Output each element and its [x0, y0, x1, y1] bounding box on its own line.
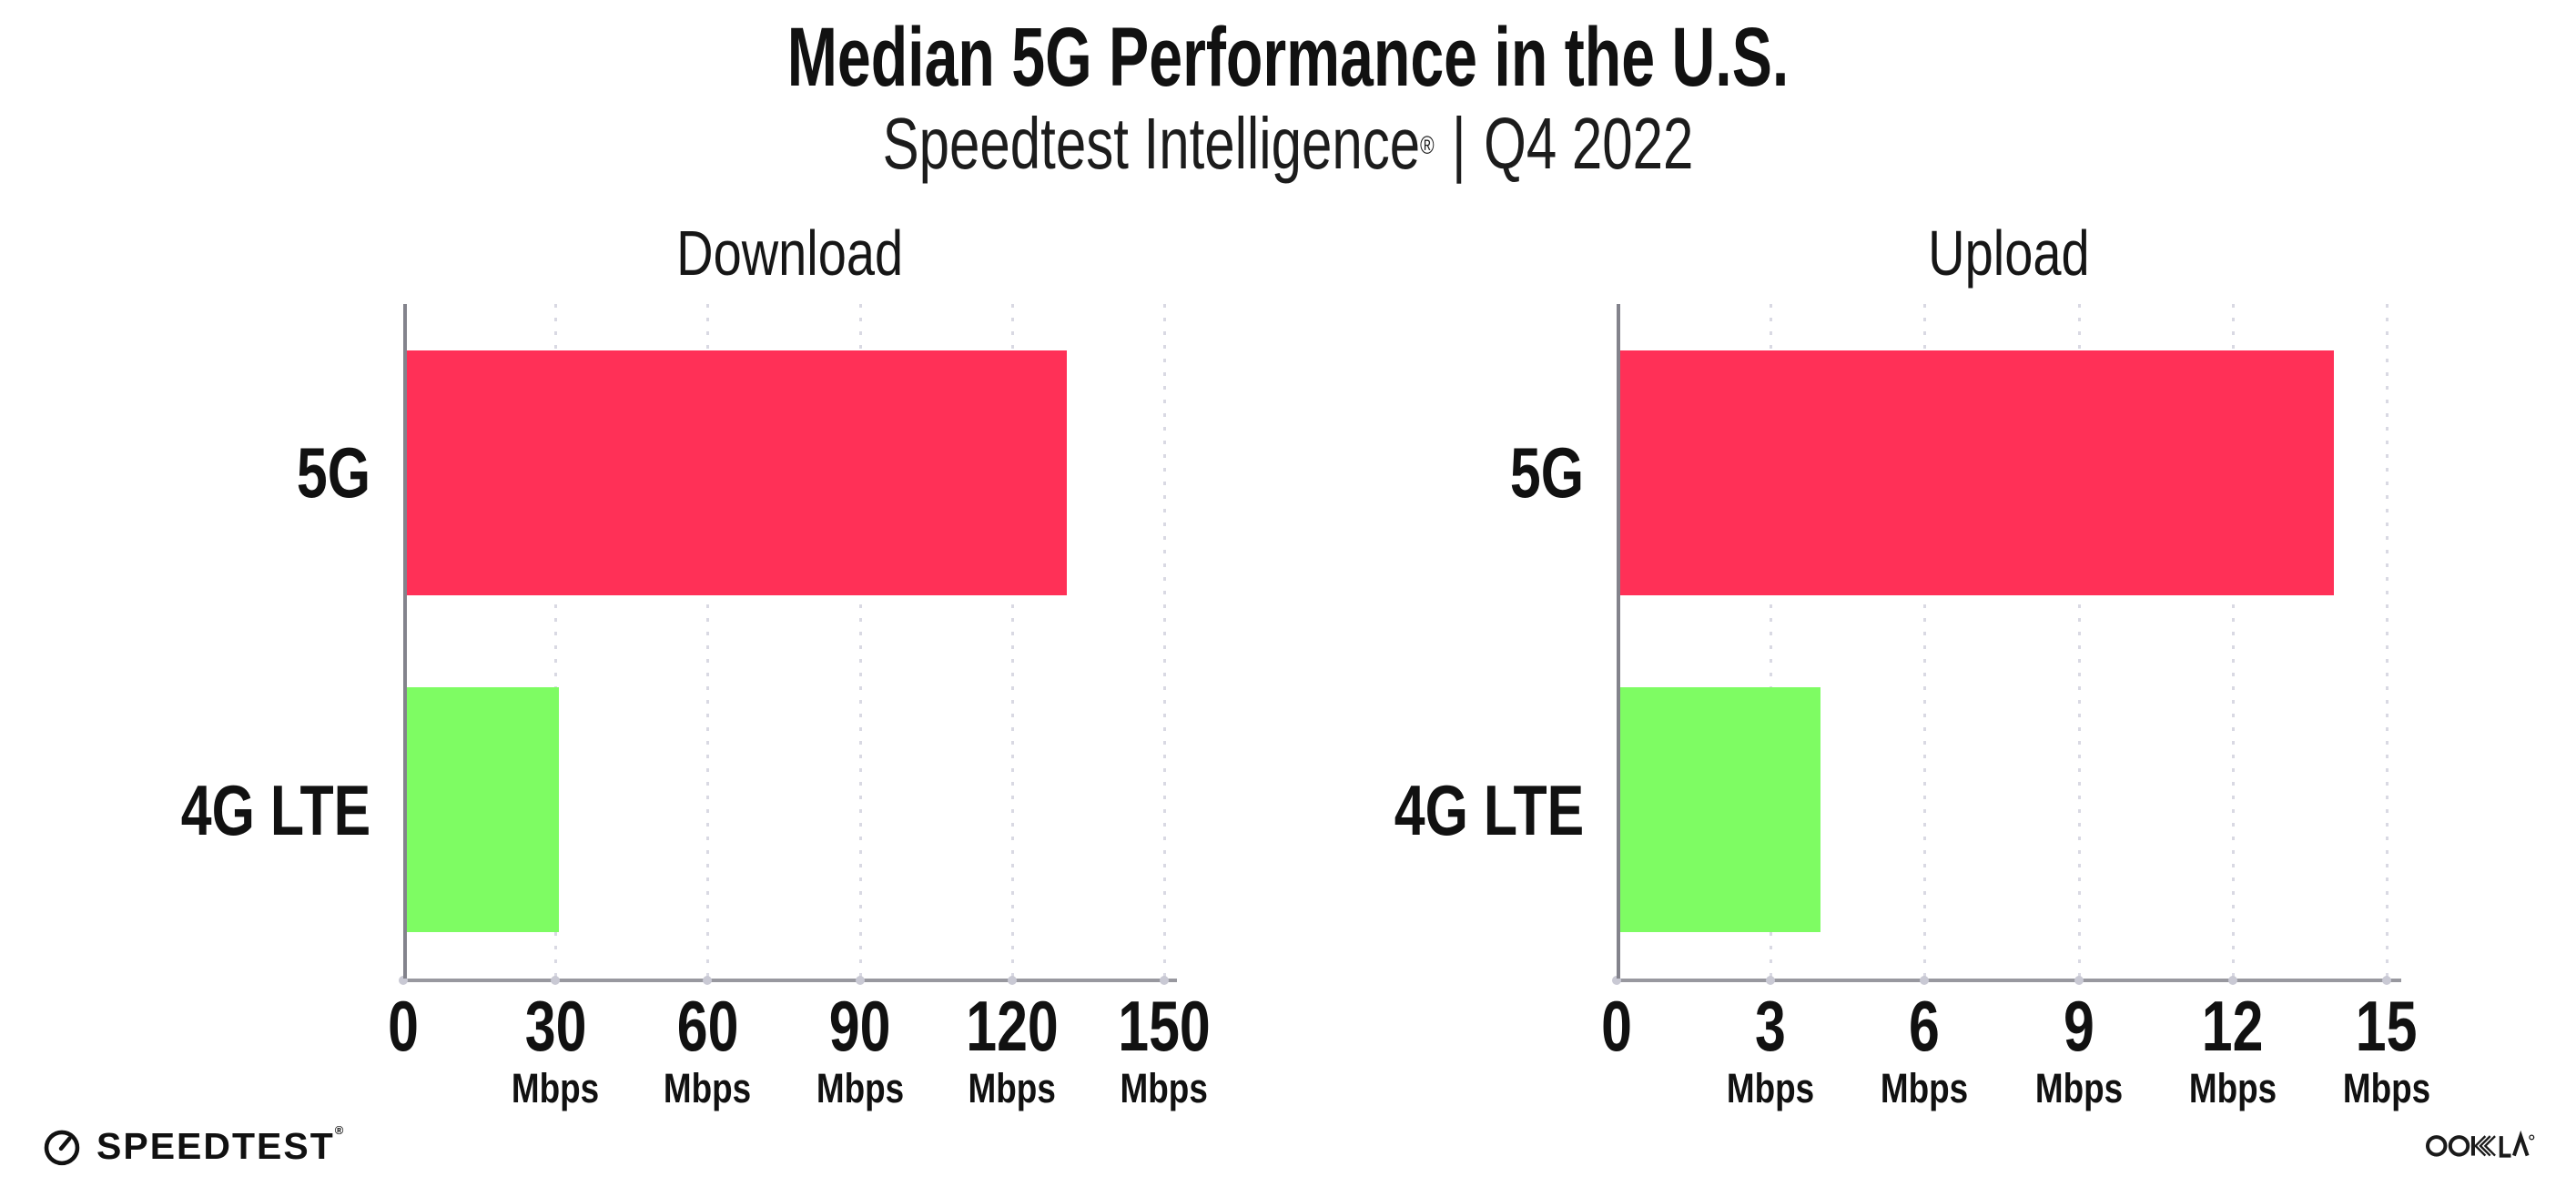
ookla-logo — [2425, 1129, 2536, 1165]
category-label-4g-lte: 4G LTE — [180, 769, 370, 850]
axis-tick-dot-120 — [1007, 976, 1017, 985]
page-subtitle: Speedtest Intelligence® | Q4 2022 — [322, 102, 2255, 186]
tick-number: 0 — [388, 986, 419, 1066]
speedtest-registered-mark: ® — [334, 1123, 346, 1137]
axis-tick-dot-30 — [551, 976, 561, 985]
axis-tick-dot-60 — [703, 976, 713, 985]
axis-tick-dot-3 — [1766, 976, 1776, 985]
x-tick-label-6: 6 Mbps — [1871, 989, 1979, 1111]
gridline-6 — [1923, 304, 1927, 979]
download-chart-title: Download — [676, 218, 904, 289]
axis-tick-dot-6 — [1920, 976, 1930, 985]
tick-unit: Mbps — [2342, 1065, 2431, 1111]
y-axis-spine — [1617, 304, 1620, 979]
tick-unit: Mbps — [816, 1065, 904, 1111]
bar-5g — [1620, 350, 2334, 595]
x-tick-label-90: 90 Mbps — [806, 989, 914, 1111]
axis-tick-dot-15 — [2382, 976, 2391, 985]
axis-tick-dot-0 — [1612, 976, 1621, 985]
gridline-3 — [1770, 304, 1773, 979]
category-label-4g-lte: 4G LTE — [1394, 769, 1584, 850]
download-chart: Download 0 30 Mbps 60 Mbps 90 Mbps 120 Mbps 150 Mbp… — [181, 218, 1211, 1111]
x-tick-label-0: 0 — [1597, 989, 1636, 1062]
category-label-5g: 5G — [1509, 432, 1584, 513]
tick-number: 30 — [524, 986, 587, 1066]
speedtest-gauge-icon — [44, 1130, 80, 1165]
tick-unit: Mbps — [2034, 1065, 2123, 1111]
axis-tick-dot-90 — [855, 976, 865, 985]
upload-chart-title: Upload — [1928, 218, 2090, 289]
tick-number: 12 — [2201, 986, 2264, 1066]
tick-unit: Mbps — [512, 1065, 600, 1111]
y-axis-spine — [403, 304, 407, 979]
x-axis-spine — [1617, 979, 2401, 982]
tick-number: 3 — [1755, 986, 1787, 1066]
gridline-30 — [554, 304, 558, 979]
bar-4g-lte — [1620, 687, 1820, 933]
axis-tick-dot-0 — [399, 976, 408, 985]
upload-chart: Upload 0 3 Mbps 6 Mbps 9 Mbps 12 Mbps 15 Mbps 5G 4G L… — [1394, 218, 2431, 1111]
page-title: Median 5G Performance in the U.S. — [786, 11, 1790, 104]
tick-number: 0 — [1601, 986, 1632, 1066]
gridline-12 — [2231, 304, 2235, 979]
speedtest-logo: SPEEDTEST® — [42, 1123, 346, 1168]
x-tick-label-15: 15 Mbps — [2333, 989, 2440, 1111]
x-tick-label-30: 30 Mbps — [502, 989, 609, 1111]
x-axis-spine — [403, 979, 1177, 982]
tick-number: 15 — [2356, 986, 2418, 1066]
tick-number: 90 — [828, 986, 891, 1066]
bar-4g-lte — [407, 687, 560, 933]
x-tick-label-3: 3 Mbps — [1717, 989, 1824, 1111]
axis-tick-dot-12 — [2227, 976, 2237, 985]
axis-tick-dot-9 — [2074, 976, 2084, 985]
subtitle-brand: Speedtest Intelligence — [882, 103, 1421, 184]
tick-number: 9 — [2063, 986, 2094, 1066]
tick-unit: Mbps — [968, 1065, 1056, 1111]
bar-5g — [407, 350, 1067, 595]
tick-number: 6 — [1909, 986, 1941, 1066]
tick-number: 60 — [676, 986, 739, 1066]
tick-unit: Mbps — [2188, 1065, 2277, 1111]
tick-unit: Mbps — [1727, 1065, 1815, 1111]
category-label-5g: 5G — [296, 432, 370, 513]
subtitle-separator: | — [1452, 103, 1466, 184]
x-tick-label-9: 9 Mbps — [2025, 989, 2133, 1111]
x-tick-label-60: 60 Mbps — [654, 989, 762, 1111]
gridline-9 — [2077, 304, 2081, 979]
tick-number: 150 — [1118, 986, 1211, 1066]
gridline-60 — [706, 304, 710, 979]
registered-mark: ® — [1420, 131, 1435, 159]
x-tick-label-120: 120 Mbps — [953, 989, 1071, 1111]
x-tick-label-12: 12 Mbps — [2179, 989, 2287, 1111]
subtitle-period: Q4 2022 — [1484, 103, 1694, 184]
speedtest-wordmark: SPEEDTEST® — [96, 1123, 346, 1168]
axis-tick-dot-150 — [1160, 976, 1169, 985]
x-tick-label-0: 0 — [383, 989, 422, 1062]
gridline-90 — [858, 304, 862, 979]
gridline-150 — [1163, 304, 1166, 979]
speedtest-text: SPEEDTEST — [96, 1125, 335, 1167]
ookla-wordmark-icon — [2426, 1130, 2535, 1158]
tick-unit: Mbps — [1120, 1065, 1209, 1111]
tick-unit: Mbps — [664, 1065, 752, 1111]
tick-unit: Mbps — [1881, 1065, 1969, 1111]
gridline-15 — [2386, 304, 2388, 979]
tick-number: 120 — [966, 986, 1059, 1066]
gridline-120 — [1010, 304, 1014, 979]
x-tick-label-150: 150 Mbps — [1105, 989, 1223, 1111]
